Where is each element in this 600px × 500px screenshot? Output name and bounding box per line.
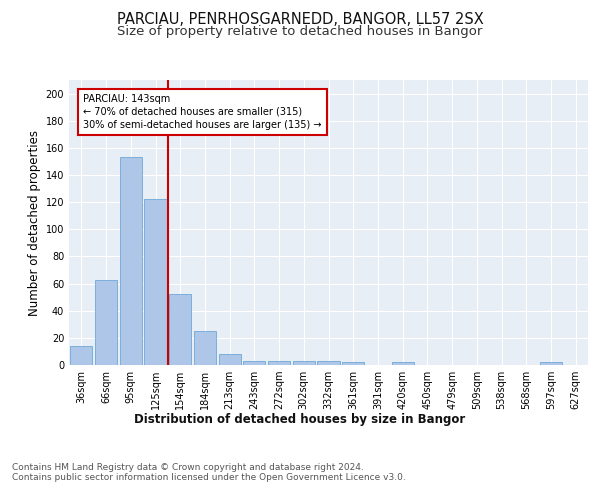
Bar <box>317 361 340 365</box>
Bar <box>243 361 265 365</box>
Bar <box>540 362 562 365</box>
Bar <box>268 361 290 365</box>
Bar <box>169 294 191 365</box>
Text: Contains HM Land Registry data © Crown copyright and database right 2024.
Contai: Contains HM Land Registry data © Crown c… <box>12 462 406 482</box>
Bar <box>194 331 216 365</box>
Text: PARCIAU, PENRHOSGARNEDD, BANGOR, LL57 2SX: PARCIAU, PENRHOSGARNEDD, BANGOR, LL57 2S… <box>116 12 484 28</box>
Bar <box>145 200 167 365</box>
Bar <box>218 354 241 365</box>
Bar <box>119 158 142 365</box>
Text: Distribution of detached houses by size in Bangor: Distribution of detached houses by size … <box>134 412 466 426</box>
Bar <box>293 361 315 365</box>
Bar <box>392 362 414 365</box>
Text: Size of property relative to detached houses in Bangor: Size of property relative to detached ho… <box>118 25 482 38</box>
Y-axis label: Number of detached properties: Number of detached properties <box>28 130 41 316</box>
Bar <box>70 346 92 365</box>
Text: PARCIAU: 143sqm
← 70% of detached houses are smaller (315)
30% of semi-detached : PARCIAU: 143sqm ← 70% of detached houses… <box>83 94 322 130</box>
Bar <box>95 280 117 365</box>
Bar <box>342 362 364 365</box>
